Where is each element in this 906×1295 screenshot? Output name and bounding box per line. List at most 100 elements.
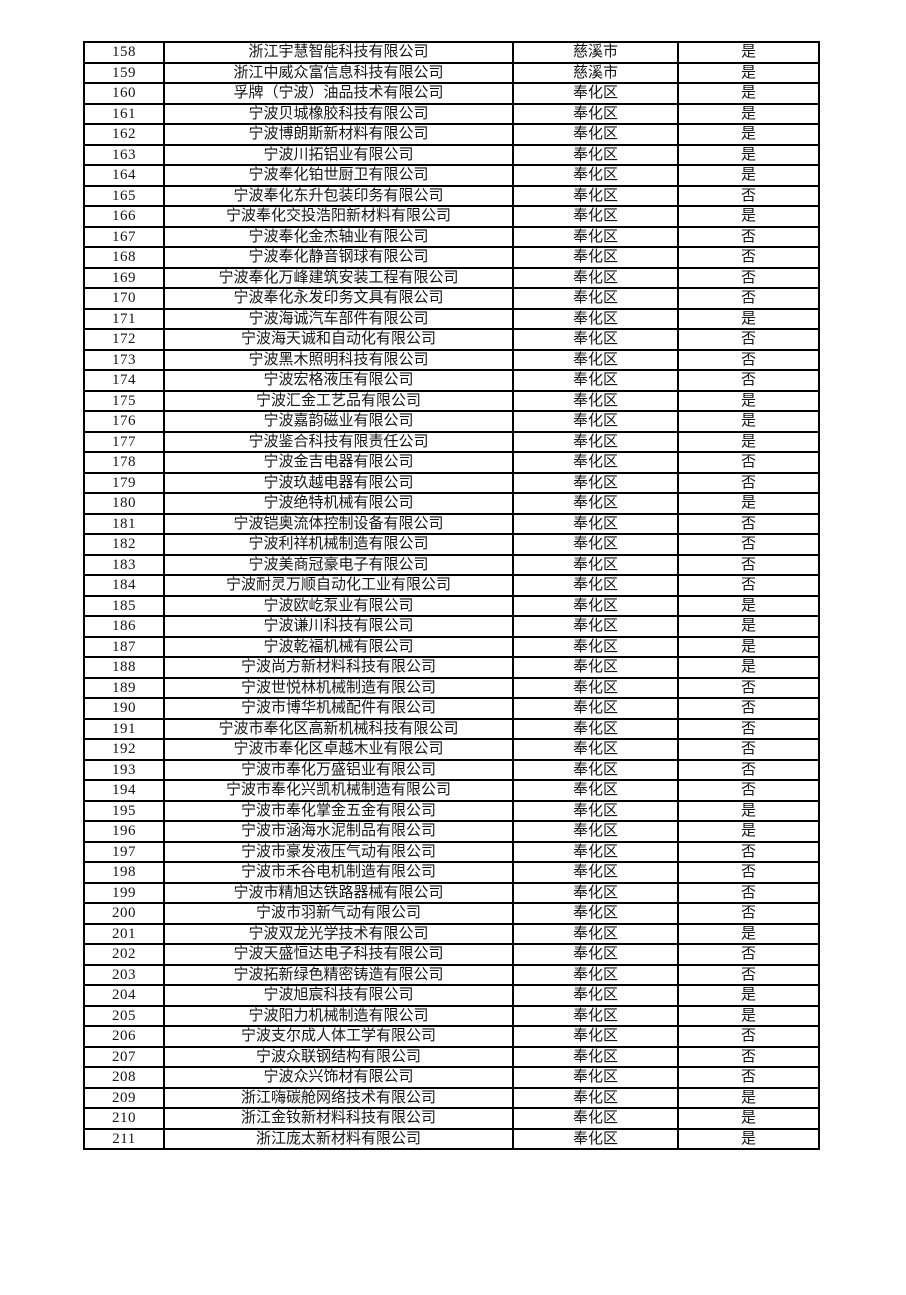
cell-district: 奉化区 [512, 635, 679, 658]
cell-district: 奉化区 [512, 615, 679, 638]
cell-flag: 否 [677, 1045, 820, 1068]
cell-row-number: 179 [83, 471, 165, 494]
cell-company-name: 宁波玖越电器有限公司 [163, 471, 514, 494]
table-row: 189 宁波世悦林机械制造有限公司 奉化区否 [83, 676, 820, 699]
cell-row-number: 180 [83, 492, 165, 515]
cell-row-number: 165 [83, 184, 165, 207]
cell-company-name: 宁波利祥机械制造有限公司 [163, 533, 514, 556]
cell-row-number: 192 [83, 738, 165, 761]
cell-row-number: 197 [83, 840, 165, 863]
cell-row-number: 164 [83, 164, 165, 187]
cell-company-name: 宁波众联钢结构有限公司 [163, 1045, 514, 1068]
cell-company-name: 宁波众兴饰材有限公司 [163, 1066, 514, 1089]
cell-district: 奉化区 [512, 943, 679, 966]
table-row: 174 宁波宏格液压有限公司 奉化区否 [83, 369, 820, 392]
table-row: 198 宁波市禾谷电机制造有限公司 奉化区否 [83, 861, 820, 884]
cell-flag: 是 [677, 594, 820, 617]
cell-flag: 否 [677, 533, 820, 556]
table-row: 197 宁波市豪发液压气动有限公司 奉化区否 [83, 840, 820, 863]
table-row: 203 宁波拓新绿色精密铸造有限公司 奉化区否 [83, 963, 820, 986]
company-table: 158 浙江宇慧智能科技有限公司 慈溪市是 159 浙江中威众富信息科技有限公司 慈溪市是… [83, 41, 820, 1150]
cell-flag: 否 [677, 779, 820, 802]
cell-company-name: 浙江金钕新材料科技有限公司 [163, 1107, 514, 1130]
cell-company-name: 宁波市精旭达铁路器械有限公司 [163, 881, 514, 904]
cell-company-name: 宁波市奉化兴凯机械制造有限公司 [163, 779, 514, 802]
cell-row-number: 205 [83, 1004, 165, 1027]
cell-company-name: 宁波支尔成人体工学有限公司 [163, 1025, 514, 1048]
cell-district: 慈溪市 [512, 61, 679, 84]
cell-company-name: 宁波鉴合科技有限责任公司 [163, 430, 514, 453]
cell-company-name: 宁波旭宸科技有限公司 [163, 984, 514, 1007]
cell-flag: 是 [677, 205, 820, 228]
cell-company-name: 宁波市奉化区高新机械科技有限公司 [163, 717, 514, 740]
table-row: 180 宁波绝特机械有限公司 奉化区是 [83, 492, 820, 515]
cell-flag: 否 [677, 963, 820, 986]
cell-district: 奉化区 [512, 1086, 679, 1109]
cell-flag: 否 [677, 266, 820, 289]
cell-company-name: 宁波世悦林机械制造有限公司 [163, 676, 514, 699]
table-row: 158 浙江宇慧智能科技有限公司 慈溪市是 [83, 41, 820, 64]
cell-company-name: 宁波谦川科技有限公司 [163, 615, 514, 638]
cell-row-number: 211 [83, 1127, 165, 1150]
cell-district: 奉化区 [512, 820, 679, 843]
cell-row-number: 209 [83, 1086, 165, 1109]
table-row: 184 宁波耐灵万顺自动化工业有限公司 奉化区否 [83, 574, 820, 597]
cell-company-name: 宁波川拓铝业有限公司 [163, 143, 514, 166]
cell-flag: 是 [677, 635, 820, 658]
cell-row-number: 178 [83, 451, 165, 474]
table-row: 175 宁波汇金工艺品有限公司 奉化区是 [83, 389, 820, 412]
cell-row-number: 208 [83, 1066, 165, 1089]
cell-district: 奉化区 [512, 205, 679, 228]
table-row: 163 宁波川拓铝业有限公司 奉化区是 [83, 143, 820, 166]
table-row: 170 宁波奉化永发印务文具有限公司 奉化区否 [83, 287, 820, 310]
table-row: 171 宁波海诚汽车部件有限公司 奉化区是 [83, 307, 820, 330]
cell-flag: 否 [677, 369, 820, 392]
cell-district: 奉化区 [512, 676, 679, 699]
cell-flag: 是 [677, 143, 820, 166]
cell-row-number: 170 [83, 287, 165, 310]
cell-flag: 否 [677, 225, 820, 248]
table-row: 211 浙江庞太新材料有限公司 奉化区是 [83, 1127, 820, 1150]
cell-district: 奉化区 [512, 1066, 679, 1089]
cell-row-number: 169 [83, 266, 165, 289]
cell-district: 慈溪市 [512, 41, 679, 64]
table-row: 188 宁波尚方新材料科技有限公司 奉化区是 [83, 656, 820, 679]
cell-district: 奉化区 [512, 1025, 679, 1048]
cell-district: 奉化区 [512, 1107, 679, 1130]
cell-company-name: 浙江嗨碳舱网络技术有限公司 [163, 1086, 514, 1109]
cell-company-name: 宁波嘉韵磁业有限公司 [163, 410, 514, 433]
cell-flag: 否 [677, 861, 820, 884]
cell-flag: 是 [677, 1086, 820, 1109]
cell-company-name: 孚牌（宁波）油品技术有限公司 [163, 82, 514, 105]
table-row: 178 宁波金吉电器有限公司 奉化区否 [83, 451, 820, 474]
cell-row-number: 181 [83, 512, 165, 535]
cell-flag: 否 [677, 758, 820, 781]
cell-company-name: 宁波拓新绿色精密铸造有限公司 [163, 963, 514, 986]
cell-district: 奉化区 [512, 594, 679, 617]
cell-district: 奉化区 [512, 1127, 679, 1150]
cell-flag: 是 [677, 430, 820, 453]
cell-company-name: 宁波美商冠豪电子有限公司 [163, 553, 514, 576]
cell-district: 奉化区 [512, 553, 679, 576]
cell-district: 奉化区 [512, 184, 679, 207]
table-row: 183 宁波美商冠豪电子有限公司 奉化区否 [83, 553, 820, 576]
cell-flag: 否 [677, 246, 820, 269]
table-row: 176 宁波嘉韵磁业有限公司 奉化区是 [83, 410, 820, 433]
cell-row-number: 183 [83, 553, 165, 576]
cell-flag: 是 [677, 41, 820, 64]
table-row: 172 宁波海天诚和自动化有限公司 奉化区否 [83, 328, 820, 351]
cell-row-number: 184 [83, 574, 165, 597]
cell-company-name: 宁波市博华机械配件有限公司 [163, 697, 514, 720]
cell-company-name: 宁波汇金工艺品有限公司 [163, 389, 514, 412]
table-row: 160 孚牌（宁波）油品技术有限公司 奉化区是 [83, 82, 820, 105]
cell-flag: 否 [677, 717, 820, 740]
table-row: 201 宁波双龙光学技术有限公司 奉化区是 [83, 922, 820, 945]
cell-district: 奉化区 [512, 471, 679, 494]
cell-district: 奉化区 [512, 225, 679, 248]
cell-row-number: 198 [83, 861, 165, 884]
cell-flag: 是 [677, 307, 820, 330]
table-row: 167 宁波奉化金杰轴业有限公司 奉化区否 [83, 225, 820, 248]
cell-row-number: 166 [83, 205, 165, 228]
cell-row-number: 162 [83, 123, 165, 146]
cell-company-name: 宁波海诚汽车部件有限公司 [163, 307, 514, 330]
